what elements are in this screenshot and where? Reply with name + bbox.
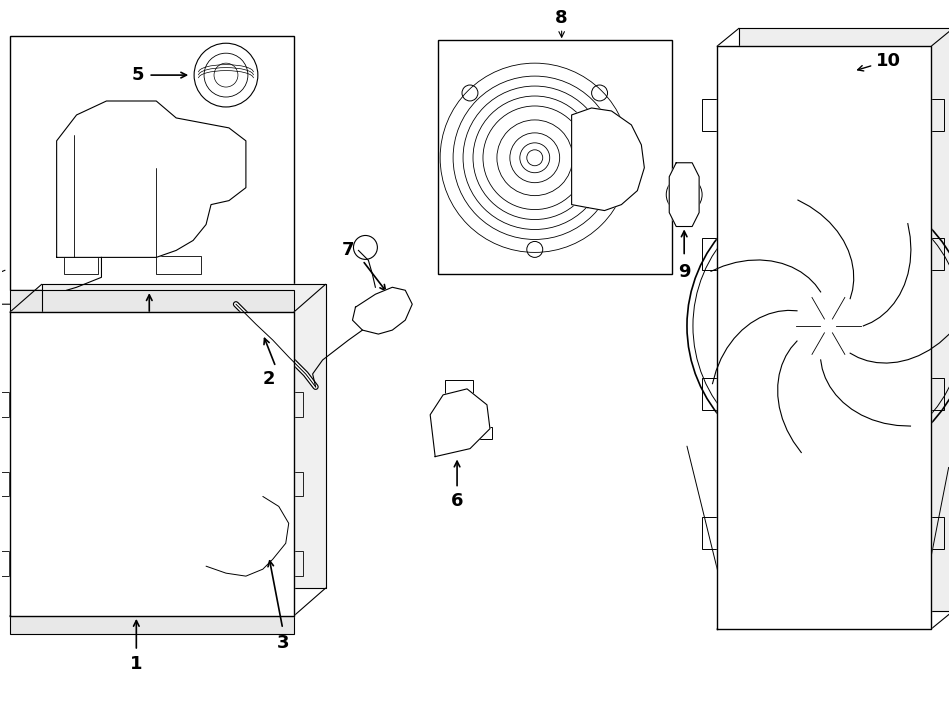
Bar	[64, 254, 99, 274]
Text: 10: 10	[876, 52, 901, 70]
Bar	[470, 426, 492, 439]
Bar	[0, 551, 9, 576]
Text: 7: 7	[342, 241, 355, 259]
Bar	[702, 518, 720, 549]
Bar	[438, 41, 672, 274]
Text: 5: 5	[132, 66, 145, 84]
Polygon shape	[57, 101, 246, 257]
Bar	[291, 392, 302, 417]
Polygon shape	[430, 389, 490, 456]
Text: 3: 3	[277, 634, 289, 652]
Bar	[926, 99, 944, 131]
Text: 2: 2	[262, 370, 275, 388]
Text: 4: 4	[143, 318, 156, 336]
Polygon shape	[670, 163, 699, 226]
Polygon shape	[739, 28, 951, 611]
Bar	[702, 239, 720, 271]
Text: 1: 1	[130, 655, 143, 673]
Bar	[156, 256, 201, 274]
Bar	[10, 36, 294, 290]
Bar	[926, 378, 944, 410]
Bar	[926, 239, 944, 271]
Polygon shape	[10, 312, 294, 616]
Bar	[445, 380, 473, 395]
Bar	[702, 99, 720, 131]
Text: 9: 9	[678, 263, 690, 281]
Polygon shape	[572, 108, 645, 211]
Bar	[10, 616, 294, 634]
Bar	[0, 392, 9, 417]
Bar	[291, 471, 302, 496]
Bar	[0, 471, 9, 496]
Bar	[291, 551, 302, 576]
Polygon shape	[717, 46, 931, 629]
Text: 8: 8	[555, 9, 568, 27]
Text: 6: 6	[451, 493, 463, 511]
Bar	[10, 290, 294, 312]
Bar	[926, 518, 944, 549]
Polygon shape	[42, 284, 325, 588]
Bar	[702, 378, 720, 410]
Polygon shape	[353, 287, 412, 334]
